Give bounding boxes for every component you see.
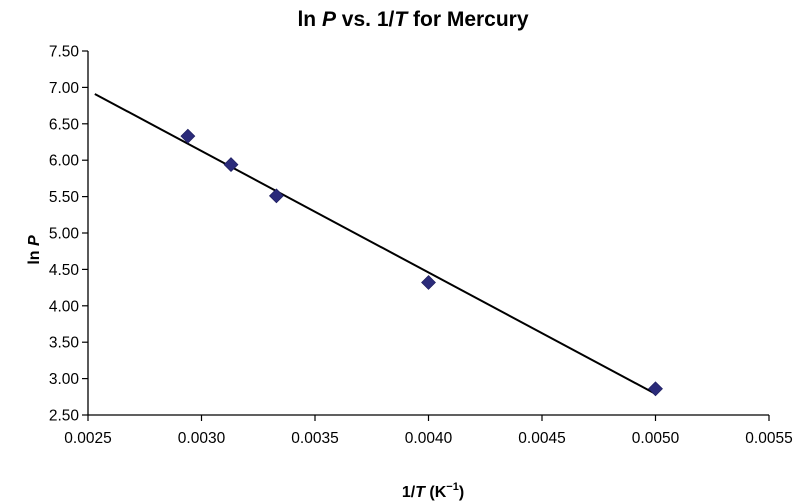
y-tick-label: 3.50: [49, 335, 80, 352]
y-tick-label: 6.50: [49, 116, 80, 133]
x-tick-label: 0.0030: [178, 430, 226, 447]
chart-title: ln P vs. 1/T for Mercury: [297, 8, 528, 31]
x-tick-label: 0.0045: [518, 430, 565, 447]
x-tick-label: 0.0055: [745, 430, 792, 447]
data-point: [648, 381, 663, 397]
y-tick-label: 6.00: [49, 153, 80, 170]
x-tick-label: 0.0025: [64, 430, 111, 447]
x-axis-title: 1/T (K−1): [402, 481, 464, 501]
data-points: [180, 128, 663, 397]
data-point: [421, 275, 436, 290]
y-tick-label: 7.00: [49, 80, 80, 97]
y-tick-label: 5.00: [49, 226, 80, 243]
axes: [87, 51, 769, 416]
y-tick-label: 4.50: [49, 262, 80, 279]
x-tick-label: 0.0040: [405, 430, 453, 447]
data-point: [223, 157, 239, 172]
x-axis-ticks: 0.0025 0.0030 0.0035 0.0040 0.0045 0.0050 0.00…: [64, 415, 793, 447]
y-axis-title: ln P: [26, 235, 43, 265]
y-tick-label: 2.50: [49, 408, 80, 425]
y-tick-label: 5.50: [49, 189, 80, 206]
y-tick-label: 3.00: [49, 371, 80, 388]
trendline: [94, 93, 656, 395]
trendline-layer: [94, 93, 656, 395]
data-point: [180, 128, 196, 144]
x-tick-label: 0.0050: [632, 430, 680, 447]
y-axis-ticks: 7.50 7.00 6.50 6.00 5.50 5.00 4.50 4.00 3.50 3.00…: [49, 44, 88, 425]
data-point: [268, 188, 284, 204]
x-tick-label: 0.0035: [291, 430, 338, 447]
y-tick-label: 4.00: [49, 298, 80, 315]
y-tick-label: 7.50: [49, 44, 80, 61]
